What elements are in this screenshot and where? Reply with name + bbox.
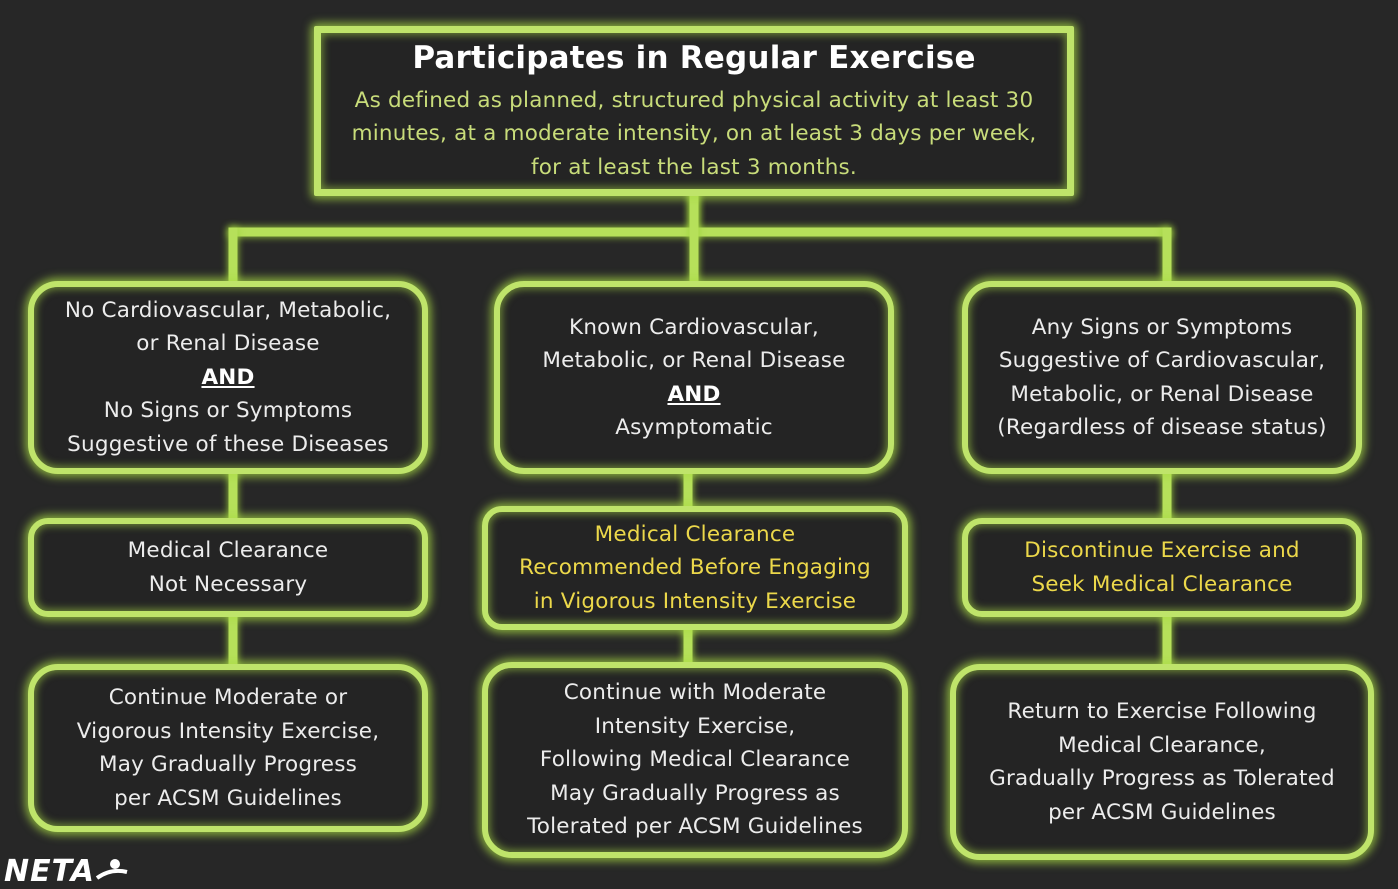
action-text: Continue Moderate or: [108, 685, 348, 710]
action-text: May Gradually Progress: [98, 752, 358, 777]
condition-box-signs-symptoms: Any Signs or Symptoms Suggestive of Card…: [962, 281, 1362, 474]
condition-box-known-disease: Known Cardiovascular, Metabolic, or Rena…: [494, 281, 894, 474]
condition-text: Metabolic, or Renal Disease: [1010, 381, 1314, 407]
action-text: per ACSM Guidelines: [1048, 799, 1276, 825]
condition-text: No Signs or Symptoms: [103, 398, 353, 424]
top-title: Participates in Regular Exercise: [412, 39, 976, 76]
recommendation-text: Not Necessary: [148, 571, 308, 597]
top-description-line: minutes, at a moderate intensity, on at …: [351, 121, 1037, 147]
action-text: Gradually Progress as Tolerated: [989, 766, 1335, 791]
recommendation-text: Medical Clearance: [127, 538, 329, 563]
top-description-line: As defined as planned, structured physic…: [354, 87, 1034, 113]
recommendation-box-discontinue: Discontinue Exercise and Seek Medical Cl…: [962, 518, 1362, 617]
condition-text: Known Cardiovascular,: [569, 314, 819, 340]
recommendation-text: Medical Clearance: [594, 521, 796, 547]
action-text: Intensity Exercise,: [594, 713, 796, 739]
condition-text: Suggestive of Cardiovascular,: [998, 348, 1326, 373]
neta-logo: NETA: [4, 854, 95, 889]
action-text: Return to Exercise Following: [1007, 699, 1317, 724]
action-text: Following Medical Clearance: [539, 747, 851, 773]
and-label: AND: [667, 381, 721, 407]
runner-icon: [95, 859, 128, 880]
top-description-line: for at least the last 3 months.: [531, 154, 857, 180]
action-box-continue: Continue Moderate or Vigorous Intensity …: [28, 664, 428, 832]
condition-text: Metabolic, or Renal Disease: [542, 348, 846, 373]
action-box-continue-moderate: Continue with Moderate Intensity Exercis…: [482, 662, 908, 858]
recommendation-box-not-necessary: Medical Clearance Not Necessary: [28, 518, 428, 617]
action-text: per ACSM Guidelines: [114, 785, 342, 811]
action-box-return: Return to Exercise Following Medical Cle…: [950, 664, 1374, 860]
recommendation-text: Recommended Before Engaging: [519, 555, 871, 581]
action-text: Continue with Moderate: [563, 680, 827, 706]
recommendation-text: in Vigorous Intensity Exercise: [533, 588, 857, 614]
action-text: May Gradually Progress as: [550, 780, 840, 806]
recommendation-text: Discontinue Exercise and: [1024, 538, 1300, 563]
recommendation-text: Seek Medical Clearance: [1031, 571, 1293, 597]
condition-text: No Cardiovascular, Metabolic,: [64, 297, 392, 323]
condition-text: Asymptomatic: [615, 415, 773, 440]
and-label: AND: [201, 364, 255, 390]
condition-text: Suggestive of these Diseases: [67, 431, 389, 457]
condition-text: (Regardless of disease status): [997, 415, 1327, 440]
action-text: Vigorous Intensity Exercise,: [76, 718, 380, 744]
condition-text: Any Signs or Symptoms: [1031, 314, 1293, 340]
top-box: Participates in Regular Exercise As defi…: [314, 26, 1074, 196]
recommendation-box-clearance-recommended: Medical Clearance Recommended Before Eng…: [482, 506, 908, 630]
condition-box-no-disease: No Cardiovascular, Metabolic, or Renal D…: [28, 281, 428, 474]
action-text: Medical Clearance,: [1058, 732, 1266, 758]
condition-text: or Renal Disease: [136, 331, 320, 357]
action-text: Tolerated per ACSM Guidelines: [527, 814, 863, 840]
